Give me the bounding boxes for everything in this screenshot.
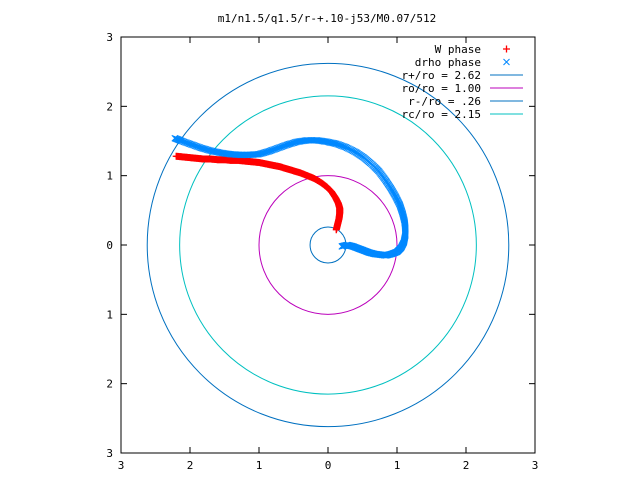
drho-phase-point (336, 141, 344, 149)
y-tick-label: 1 (106, 308, 113, 321)
drho-phase-point (192, 142, 200, 150)
legend-label: ro/ro = 1.00 (402, 82, 481, 95)
drho-phase-point (278, 143, 286, 150)
series-w-phase (172, 152, 344, 234)
x-tick-label: 3 (532, 459, 539, 472)
drho-phase-point (188, 141, 195, 148)
drho-phase-point (270, 146, 277, 154)
chart-title: m1/n1.5/q1.5/r-+.10-j53/M0.07/512 (218, 12, 437, 25)
drho-phase-point (287, 140, 294, 148)
reference-circles (146, 62, 510, 428)
drho-phase-point (282, 141, 289, 149)
drho-phase-point (338, 142, 346, 150)
drho-phase-point (279, 142, 287, 150)
drho-phase-point (195, 143, 202, 151)
legend-entry-drho-phase: drho phase (415, 56, 510, 69)
x-tick-label: 2 (463, 459, 470, 472)
drho-phase-point (185, 140, 193, 147)
legend-entry-r-ro-26: r-/ro = .26 (408, 95, 523, 108)
drho-phase-point (181, 138, 189, 146)
y-tick-label: 0 (106, 239, 113, 252)
drho-phase-point (183, 139, 190, 147)
x-tick-label: 1 (394, 459, 401, 472)
circle-ro-ro-1-00 (258, 175, 398, 315)
legend-entry-rc-ro-2-15: rc/ro = 2.15 (402, 108, 523, 121)
circle-rc-ro-2-15 (179, 95, 477, 395)
x-tick-label: 0 (325, 459, 332, 472)
legend-label: r-/ro = .26 (408, 95, 481, 108)
drho-phase-point (285, 140, 293, 148)
y-tick-label: 3 (106, 31, 113, 44)
drho-phase-point (190, 141, 198, 149)
drho-phase-point (335, 141, 343, 148)
drho-phase-point (194, 143, 201, 150)
drho-phase-point (274, 144, 282, 152)
data-series (171, 134, 409, 259)
drho-phase-point (266, 147, 274, 155)
drho-phase-point (191, 142, 199, 150)
y-tick-label: 2 (106, 378, 113, 391)
y-tick-label: 3 (106, 447, 113, 460)
drho-phase-point (272, 145, 280, 153)
x-tick-label: 1 (256, 459, 263, 472)
x-tick-label: 2 (187, 459, 194, 472)
drho-phase-point (342, 143, 350, 151)
drho-phase-point (273, 145, 281, 152)
series-drho-phase (171, 134, 409, 259)
legend-entry-w-phase: W phase (435, 43, 510, 56)
drho-phase-point (197, 144, 205, 152)
drho-phase-point (267, 147, 275, 154)
y-tick-label: 2 (106, 100, 113, 113)
drho-phase-point (276, 144, 283, 151)
drho-phase-point (196, 144, 204, 151)
drho-phase-point (341, 143, 349, 151)
drho-phase-point (277, 143, 285, 151)
legend-entry-ro-ro-1-00: ro/ro = 1.00 (402, 82, 523, 95)
drho-phase-point (268, 146, 276, 154)
drho-phase-point (271, 145, 279, 153)
drho-phase-point (200, 145, 207, 152)
drho-phase-point (337, 142, 345, 149)
legend-label: rc/ro = 2.15 (402, 108, 481, 121)
legend-label: W phase (435, 43, 481, 56)
legend-entry-r-ro-2-62: r+/ro = 2.62 (402, 69, 523, 82)
x-tick-label: 3 (118, 459, 125, 472)
drho-phase-point (184, 139, 192, 147)
drho-phase-point (281, 142, 288, 150)
legend-label: drho phase (415, 56, 481, 69)
drho-phase-point (171, 134, 179, 142)
drho-phase-point (283, 141, 291, 149)
w-phase-point (172, 152, 180, 160)
drho-phase-point (340, 143, 347, 150)
drho-phase-point (186, 140, 194, 148)
drho-phase-point (284, 141, 292, 148)
circle-r-ro-2-62 (146, 62, 510, 428)
drho-phase-point (198, 144, 206, 152)
legend-marker (503, 45, 510, 53)
drho-phase-point (189, 141, 196, 149)
legend-label: r+/ro = 2.62 (402, 69, 481, 82)
legend-marker (503, 58, 510, 66)
y-tick-label: 1 (106, 170, 113, 183)
